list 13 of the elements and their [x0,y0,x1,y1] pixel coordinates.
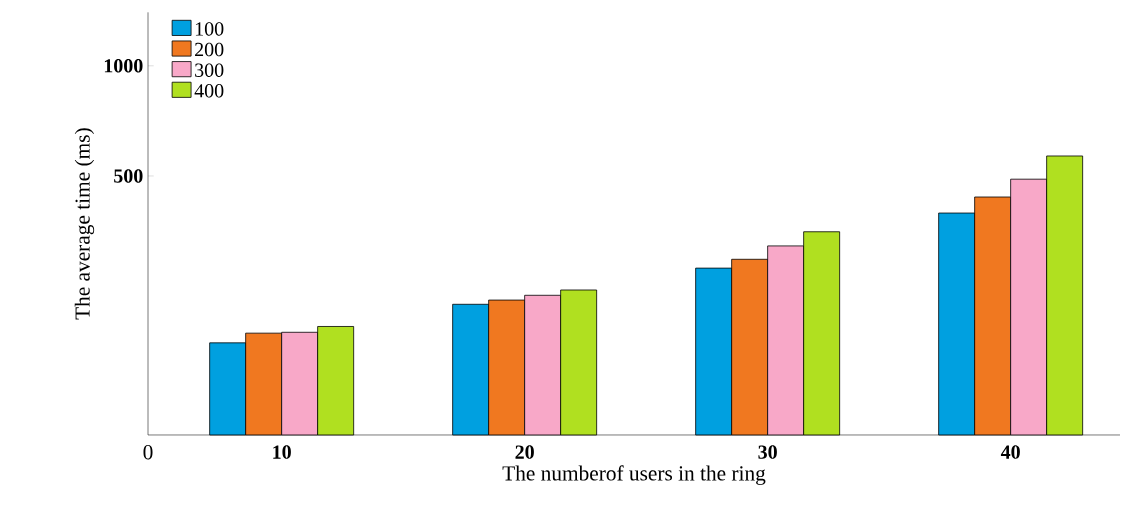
y-axis-title: The average time (ms) [74,128,95,320]
x-tick-label: 40 [1000,445,1020,459]
x-tick-label: 20 [515,445,534,459]
legend-label: 200 [195,42,224,57]
y-tick-label: 1000 [104,59,143,73]
x-tick-label: 10 [273,445,291,459]
x-tick-label: 30 [758,445,777,459]
y-tick-label: 500 [114,169,143,183]
legend-label: 400 [194,84,224,98]
x-axis-title: The numberof users in the ring [502,465,766,485]
legend-label: 300 [195,63,224,77]
legend-label: 100 [195,22,224,36]
text: 0 [143,445,153,460]
